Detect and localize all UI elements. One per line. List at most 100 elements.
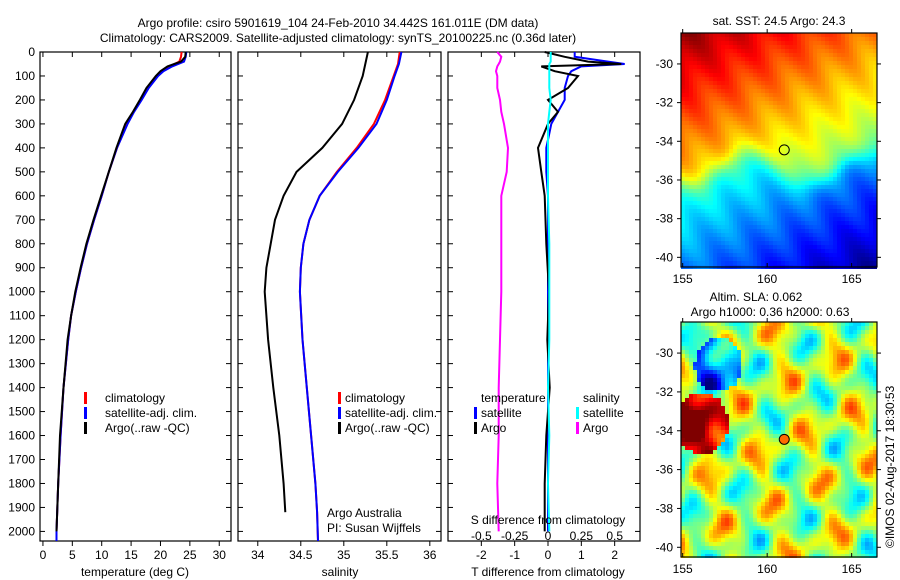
heatmap-cell bbox=[737, 61, 741, 65]
heatmap-cell bbox=[777, 390, 781, 394]
heatmap-cell bbox=[709, 402, 713, 406]
heatmap-cell bbox=[761, 330, 765, 334]
heatmap-cell bbox=[833, 330, 837, 334]
heatmap-cell bbox=[737, 161, 741, 165]
heatmap-cell bbox=[821, 354, 825, 358]
heatmap-cell bbox=[813, 486, 817, 490]
heatmap-cell bbox=[833, 386, 837, 390]
heatmap-cell bbox=[757, 137, 761, 141]
heatmap-cell bbox=[681, 149, 685, 153]
heatmap-cell bbox=[717, 418, 721, 422]
heatmap-cell bbox=[789, 181, 793, 185]
heatmap-cell bbox=[785, 253, 789, 257]
heatmap-cell bbox=[725, 205, 729, 209]
heatmap-cell bbox=[761, 422, 765, 426]
heatmap-cell bbox=[841, 93, 845, 97]
heatmap-cell bbox=[681, 470, 685, 474]
heatmap-cell bbox=[793, 410, 797, 414]
heatmap-cell bbox=[685, 249, 689, 253]
heatmap-cell bbox=[845, 410, 849, 414]
heatmap-cell bbox=[725, 193, 729, 197]
heatmap-cell bbox=[709, 342, 713, 346]
heatmap-cell bbox=[765, 93, 769, 97]
heatmap-cell bbox=[693, 390, 697, 394]
heatmap-cell bbox=[713, 189, 717, 193]
heatmap-cell bbox=[757, 418, 761, 422]
heatmap-cell bbox=[697, 197, 701, 201]
heatmap-cell bbox=[809, 201, 813, 205]
heatmap-cell bbox=[721, 133, 725, 137]
heatmap-cell bbox=[865, 89, 869, 93]
heatmap-cell bbox=[749, 205, 753, 209]
heatmap-cell bbox=[697, 414, 701, 418]
heatmap-cell bbox=[821, 358, 825, 362]
heatmap-cell bbox=[845, 181, 849, 185]
heatmap-cell bbox=[701, 322, 705, 326]
heatmap-cell bbox=[845, 157, 849, 161]
heatmap-cell bbox=[721, 73, 725, 77]
heatmap-cell bbox=[793, 157, 797, 161]
heatmap-cell bbox=[733, 478, 737, 482]
heatmap-cell bbox=[741, 354, 745, 358]
heatmap-cell bbox=[853, 221, 857, 225]
heatmap-cell bbox=[693, 466, 697, 470]
heatmap-cell bbox=[797, 173, 801, 177]
heatmap-cell bbox=[813, 217, 817, 221]
heatmap-cell bbox=[873, 458, 877, 462]
heatmap-cell bbox=[861, 422, 865, 426]
heatmap-cell bbox=[825, 141, 829, 145]
heatmap-cell bbox=[765, 209, 769, 213]
heatmap-cell bbox=[717, 101, 721, 105]
heatmap-cell bbox=[801, 370, 805, 374]
heatmap-cell bbox=[721, 434, 725, 438]
heatmap-cell bbox=[785, 418, 789, 422]
heatmap-cell bbox=[857, 386, 861, 390]
heatmap-cell bbox=[849, 89, 853, 93]
heatmap-cell bbox=[813, 446, 817, 450]
heatmap-cell bbox=[841, 330, 845, 334]
heatmap-cell bbox=[801, 221, 805, 225]
heatmap-cell bbox=[761, 109, 765, 113]
heatmap-cell bbox=[721, 358, 725, 362]
heatmap-cell bbox=[681, 486, 685, 490]
heatmap-cell bbox=[857, 41, 861, 45]
heatmap-cell bbox=[781, 378, 785, 382]
heatmap-cell bbox=[737, 189, 741, 193]
heatmap-cell bbox=[829, 366, 833, 370]
heatmap-cell bbox=[797, 442, 801, 446]
heatmap-cell bbox=[853, 93, 857, 97]
heatmap-cell bbox=[809, 394, 813, 398]
heatmap-cell bbox=[681, 145, 685, 149]
heatmap-cell bbox=[825, 97, 829, 101]
heatmap-cell bbox=[757, 121, 761, 125]
heatmap-cell bbox=[697, 89, 701, 93]
heatmap-cell bbox=[713, 221, 717, 225]
heatmap-cell bbox=[817, 165, 821, 169]
heatmap-cell bbox=[773, 322, 777, 326]
heatmap-cell bbox=[857, 402, 861, 406]
heatmap-cell bbox=[825, 426, 829, 430]
heatmap-cell bbox=[781, 241, 785, 245]
heatmap-cell bbox=[761, 121, 765, 125]
heatmap-cell bbox=[777, 237, 781, 241]
heatmap-cell bbox=[873, 478, 877, 482]
heatmap-cell bbox=[761, 386, 765, 390]
heatmap-cell bbox=[829, 233, 833, 237]
heatmap-cell bbox=[741, 97, 745, 101]
heatmap-cell bbox=[749, 181, 753, 185]
heatmap-cell bbox=[773, 201, 777, 205]
heatmap-cell bbox=[789, 414, 793, 418]
heatmap-cell bbox=[817, 149, 821, 153]
heatmap-cell bbox=[717, 189, 721, 193]
heatmap-cell bbox=[681, 85, 685, 89]
heatmap-cell bbox=[857, 338, 861, 342]
heatmap-cell bbox=[845, 109, 849, 113]
heatmap-cell bbox=[761, 189, 765, 193]
heatmap-cell bbox=[741, 438, 745, 442]
heatmap-cell bbox=[773, 438, 777, 442]
heatmap-cell bbox=[697, 229, 701, 233]
heatmap-cell bbox=[861, 97, 865, 101]
heatmap-cell bbox=[729, 466, 733, 470]
heatmap-cell bbox=[697, 41, 701, 45]
heatmap-cell bbox=[713, 446, 717, 450]
